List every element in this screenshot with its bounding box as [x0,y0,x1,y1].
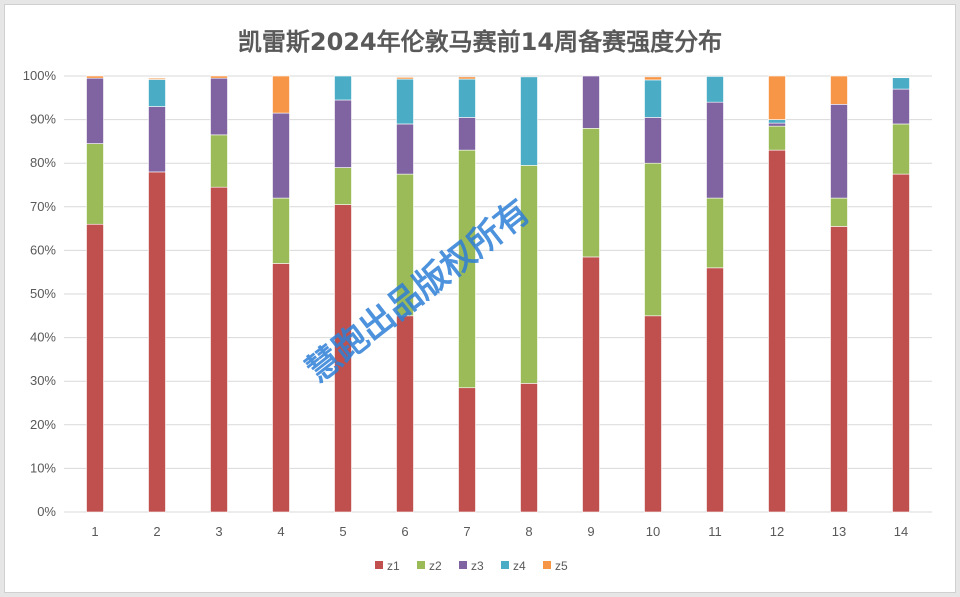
bar-segment-z3 [830,104,848,199]
legend-label: z5 [555,559,568,573]
y-tick-label: 60% [30,242,56,257]
bar-segment-z3 [334,99,352,168]
bar-segment-z1 [86,223,104,513]
x-tick-label: 14 [894,524,908,539]
bar-segment-z2 [706,197,724,269]
x-tick-label: 7 [463,524,470,539]
bar-segment-z4 [520,76,538,166]
bar-segment-z2 [582,128,600,258]
legend-swatch-z5 [543,561,551,569]
x-tick-label: 12 [770,524,784,539]
bar-segment-z3 [458,117,476,151]
bar-segment-z2 [86,143,104,225]
x-tick-label: 10 [646,524,660,539]
y-tick-label: 70% [30,199,56,214]
x-tick-label: 1 [91,524,98,539]
bar-segment-z5 [830,75,848,105]
bar-segment-z5 [86,75,104,79]
x-tick-label: 8 [525,524,532,539]
bar-segment-z3 [644,117,662,164]
bar-segment-z1 [520,383,538,513]
legend-swatch-z3 [459,561,467,569]
x-axis: 1 2 3 4 5 6 7 8 9 10 11 12 13 14 [91,524,908,539]
bar-segment-z4 [334,75,352,101]
y-tick-label: 50% [30,286,56,301]
bar-segment-z3 [582,75,600,129]
bar-segment-z1 [892,173,910,513]
x-tick-label: 9 [587,524,594,539]
bar-segment-z2 [272,197,290,264]
bar-segment-z3 [396,123,414,175]
legend-label: z2 [429,559,442,573]
y-tick-label: 20% [30,417,56,432]
bar-segment-z4 [892,77,910,90]
bar-segment-z3 [86,77,104,144]
bar-segment-z1 [458,387,476,513]
legend: z1 z2 z3 z4 z5 [375,559,568,573]
bar-segment-z5 [210,75,228,79]
bar-segment-z4 [396,78,414,125]
x-tick-label: 4 [277,524,284,539]
y-tick-label: 0% [37,504,56,519]
y-tick-label: 30% [30,373,56,388]
legend-swatch-z1 [375,561,383,569]
y-tick-label: 40% [30,330,56,345]
bar-segment-z4 [644,79,662,118]
bar-segment-z4 [148,79,166,107]
bar-segment-z2 [644,162,662,317]
bar-segment-z5 [644,76,662,81]
bar-segment-z4 [768,119,786,124]
bar-segment-z3 [892,88,910,125]
bar-segment-z1 [210,186,228,513]
bar-segment-z2 [520,165,538,384]
bar-segment-z3 [272,112,290,199]
y-tick-label: 90% [30,112,56,127]
x-tick-label: 11 [708,524,722,539]
x-tick-label: 3 [215,524,222,539]
x-tick-label: 5 [339,524,346,539]
bar-segment-z5 [768,75,786,120]
legend-swatch-z4 [501,561,509,569]
bar-segment-z3 [768,122,786,127]
bar-segment-z4 [458,78,476,118]
gridlines [64,75,932,513]
bar-segment-z1 [706,267,724,513]
legend-label: z4 [513,559,526,573]
bar-segment-z2 [210,134,228,188]
y-axis: 0% 10% 20% 30% 40% 50% 60% 70% 80% 90% 100% [23,68,57,519]
x-tick-label: 6 [401,524,408,539]
bars [86,75,910,513]
bar-segment-z1 [830,226,848,513]
bar-segment-z1 [148,171,166,513]
bar-segment-z5 [148,77,166,80]
x-tick-label: 2 [153,524,160,539]
bar-segment-z1 [582,256,600,513]
y-tick-label: 100% [23,68,57,83]
legend-label: z1 [387,559,400,573]
legend-label: z3 [471,559,484,573]
bar-segment-z2 [334,167,352,205]
bar-segment-z2 [830,197,848,227]
bar-segment-z1 [768,149,786,513]
chart-title: 凯雷斯2024年伦敦马赛前14周备赛强度分布 [237,28,723,56]
bar-segment-z3 [148,106,166,173]
bar-segment-z2 [768,125,786,151]
bar-segment-z5 [272,75,290,114]
bar-segment-z1 [272,263,290,513]
bar-segment-z5 [458,76,476,80]
legend-swatch-z2 [417,561,425,569]
bar-segment-z3 [210,77,228,136]
y-tick-label: 10% [30,460,56,475]
bar-segment-z5 [396,77,414,80]
y-tick-label: 80% [30,155,56,170]
bar-segment-z2 [892,123,910,175]
bar-segment-z3 [706,101,724,199]
x-tick-label: 13 [832,524,846,539]
bar-segment-z4 [706,76,724,103]
bar-segment-z1 [396,315,414,513]
bar-segment-z1 [644,315,662,513]
